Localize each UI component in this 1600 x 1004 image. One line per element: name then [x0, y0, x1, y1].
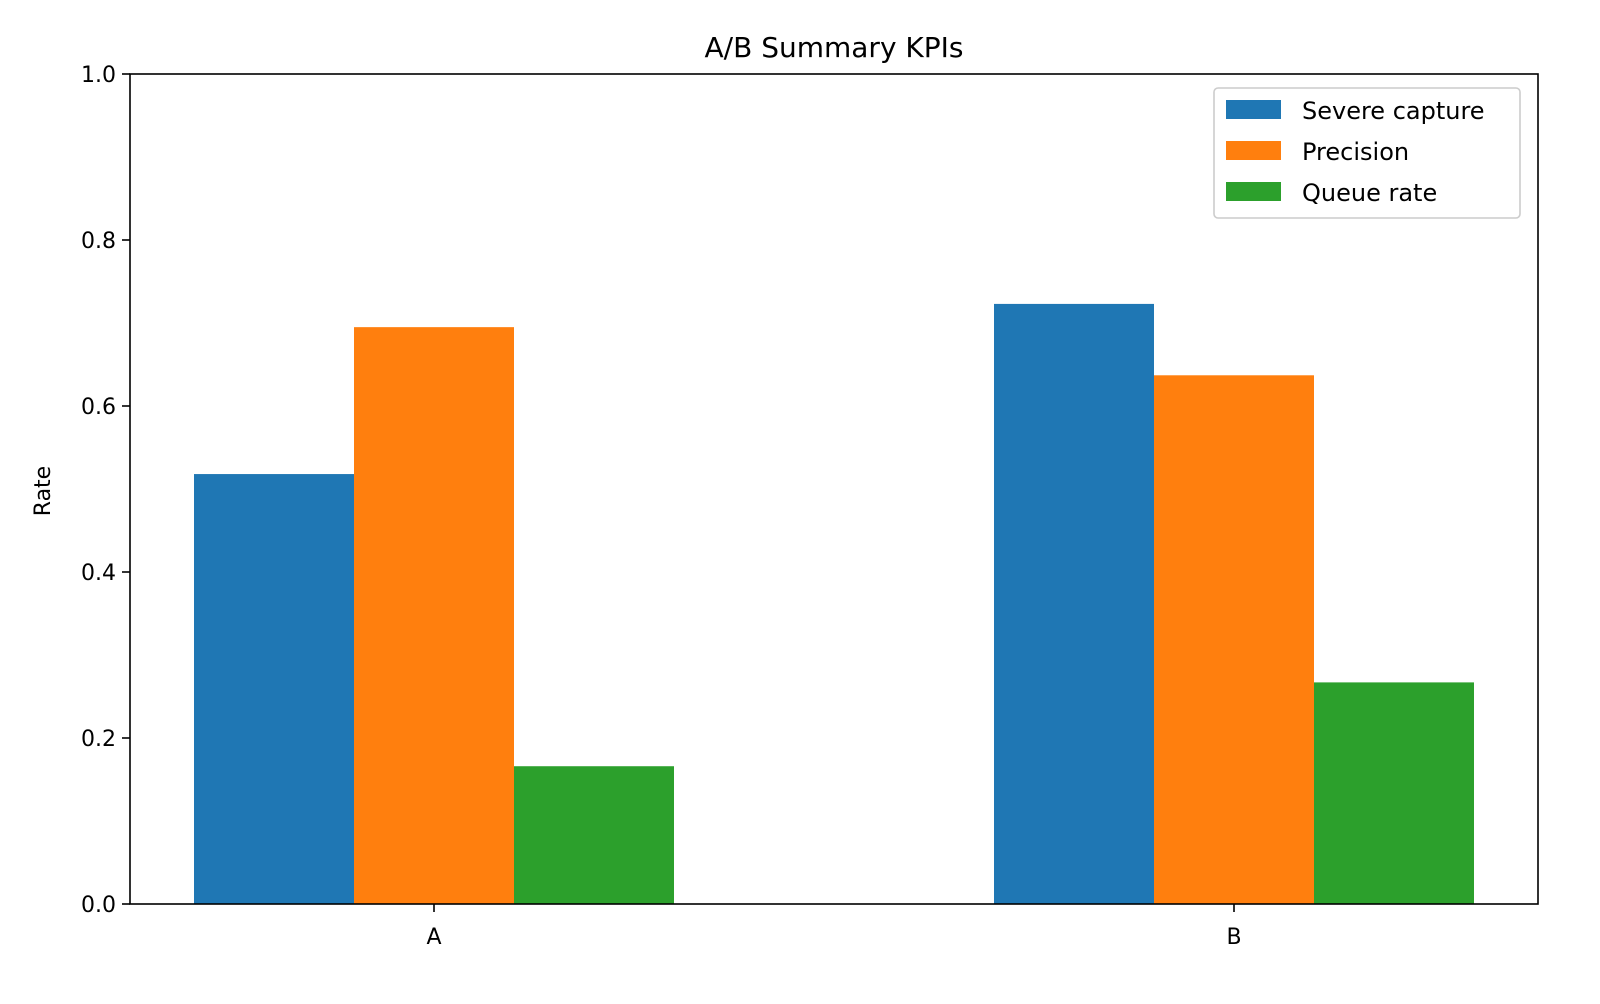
legend-box — [1213, 87, 1521, 219]
bar-severe-capture-a — [194, 474, 354, 904]
bar-precision-b — [1154, 375, 1314, 904]
bar-queue-rate-a — [514, 766, 674, 904]
legend-swatch-precision — [1226, 141, 1281, 160]
axes-layer: 0.0 0.2 0.4 0.6 0.8 1.0 A B — [81, 63, 1539, 950]
bar-precision-a — [354, 327, 514, 904]
bars-layer — [194, 303, 1474, 904]
y-axis-label: Rate — [31, 466, 56, 516]
legend-label-severe-capture: Severe capture — [1302, 97, 1485, 125]
y-tick-label: 1.0 — [81, 63, 116, 88]
y-tick-label: 0.4 — [81, 561, 116, 586]
bar-severe-capture-b — [994, 303, 1154, 904]
legend-swatch-severe-capture — [1226, 100, 1281, 119]
legend: Severe capture Precision Queue rate — [1213, 87, 1521, 219]
legend-label-queue-rate: Queue rate — [1302, 179, 1437, 207]
y-tick-label: 0.0 — [81, 893, 116, 918]
plot-frame — [129, 73, 1539, 905]
x-tick-label-b: B — [1226, 925, 1241, 950]
x-tick-label-a: A — [426, 925, 441, 950]
chart-title: A/B Summary KPIs — [705, 31, 964, 64]
y-tick-label: 0.6 — [81, 395, 116, 420]
bar-queue-rate-b — [1314, 682, 1474, 904]
y-tick-label: 0.8 — [81, 229, 116, 254]
legend-swatch-queue-rate — [1226, 182, 1281, 201]
legend-label-precision: Precision — [1302, 138, 1409, 166]
y-tick-label: 0.2 — [81, 727, 116, 752]
